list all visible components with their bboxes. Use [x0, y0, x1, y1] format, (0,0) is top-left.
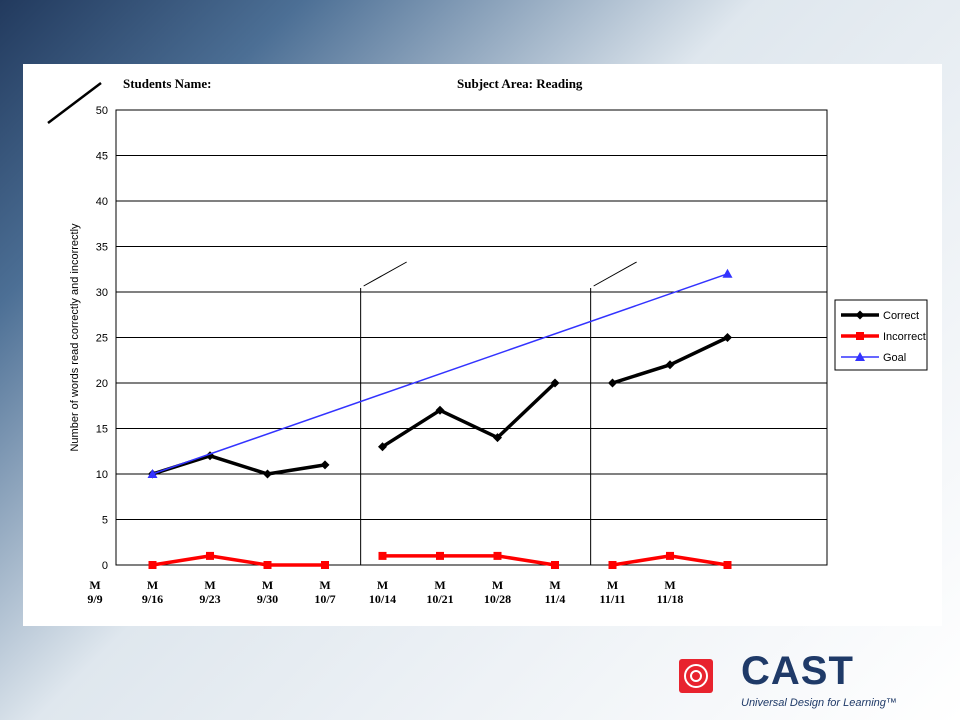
slide-panel: Students Name: Subject Area: Reading 0 5 1…	[23, 64, 942, 626]
x-cat-top-7: M	[434, 578, 445, 592]
incorrect-point-3-2	[666, 551, 674, 560]
correct-point-1-4	[320, 460, 330, 470]
correct-point-3-3	[723, 333, 732, 342]
incorrect-point-1-2	[206, 551, 214, 560]
incorrect-line-1	[152, 554, 325, 567]
x-cat-bottom-9: 11/4	[545, 592, 566, 606]
legend-label-goal: Goal	[883, 352, 906, 364]
y-tick-10: 10	[96, 469, 108, 481]
series-incorrect	[148, 551, 732, 569]
x-cat-top-10: M	[607, 578, 618, 592]
x-cat-top-8: M	[492, 578, 503, 592]
x-cat-bottom-3: 9/23	[199, 592, 220, 606]
y-tick-40: 40	[96, 196, 108, 208]
x-cat-bottom-5: 10/7	[314, 592, 335, 606]
incorrect-line-2	[382, 554, 556, 567]
correct-point-3-1	[608, 378, 617, 388]
reading-progress-chart: Students Name: Subject Area: Reading 0 5 1…	[47, 76, 928, 606]
correct-line-2	[381, 381, 557, 449]
goal-point-1-1	[147, 469, 158, 478]
y-tick-50: 50	[96, 105, 108, 117]
correct-point-2-3	[493, 433, 502, 443]
y-tick-45: 45	[96, 151, 108, 163]
correct-point-2-1	[378, 442, 387, 452]
y-tick-5: 5	[102, 515, 108, 527]
grid	[115, 109, 828, 566]
legend-marker-incorrect	[856, 332, 864, 340]
incorrect-point-2-1	[378, 551, 387, 560]
y-tick-35: 35	[96, 242, 108, 254]
x-cat-top-9: M	[549, 578, 560, 592]
x-cat-top-5: M	[319, 578, 330, 592]
phase-break-mark-2	[593, 261, 637, 287]
incorrect-point-3-3	[723, 561, 732, 569]
x-cat-bottom-7: 10/21	[426, 592, 453, 606]
incorrect-point-1-4	[321, 561, 329, 569]
correct-line-1	[151, 454, 326, 476]
phase-break-mark-1	[363, 261, 407, 287]
x-cat-top-11: M	[664, 578, 675, 592]
correct-line-3	[611, 335, 729, 385]
y-tick-25: 25	[96, 333, 108, 345]
incorrect-point-1-3	[263, 561, 272, 569]
incorrect-point-1-1	[148, 561, 157, 569]
x-cat-top-1: M	[89, 578, 100, 592]
legend-label-incorrect: Incorrect	[883, 331, 926, 343]
legend-marker-goal	[855, 352, 865, 361]
goal-line-1	[152, 273, 728, 475]
y-axis-label: Number of words read correctly and incor…	[69, 223, 81, 452]
x-cat-top-6: M	[377, 578, 388, 592]
subject-area-label: Subject Area: Reading	[457, 76, 583, 91]
y-tick-20: 20	[96, 378, 108, 390]
correct-point-2-2	[435, 405, 445, 415]
goal-point-1-2	[722, 268, 733, 278]
legend-label-correct: Correct	[883, 310, 919, 322]
x-category-labels: M9/9M9/16M9/23M9/30M10/7M10/14M10/21M10/…	[87, 578, 683, 606]
x-cat-top-4: M	[262, 578, 273, 592]
x-cat-bottom-11: 11/18	[657, 592, 684, 606]
y-tick-labels: 0 5 10 15 20 25 30 35 40 45 50	[96, 105, 108, 572]
incorrect-point-2-3	[493, 551, 502, 560]
x-cat-bottom-6: 10/14	[369, 592, 396, 606]
y-tick-15: 15	[96, 424, 108, 436]
cast-logo: CAST Universal Design for Learning™	[679, 649, 919, 715]
x-cat-bottom-10: 11/11	[599, 592, 625, 606]
legend-marker-correct	[855, 310, 865, 320]
legend: Correct Incorrect Goal	[834, 299, 928, 371]
x-cat-top-3: M	[204, 578, 215, 592]
y-tick-0: 0	[102, 560, 108, 572]
x-cat-bottom-8: 10/28	[484, 592, 511, 606]
logo-word: CAST	[741, 649, 854, 693]
y-tick-30: 30	[96, 287, 108, 299]
x-cat-bottom-2: 9/16	[142, 592, 163, 606]
phase-change-lines	[360, 261, 637, 565]
correct-point-3-2	[665, 360, 675, 370]
incorrect-point-3-1	[608, 561, 617, 569]
series-goal	[147, 268, 733, 478]
logo-tagline: Universal Design for Learning™	[741, 697, 897, 709]
incorrect-point-2-2	[436, 551, 444, 560]
x-cat-top-2: M	[147, 578, 158, 592]
incorrect-point-2-4	[551, 561, 559, 569]
x-cat-bottom-1: 9/9	[87, 592, 102, 606]
students-name-label: Students Name:	[123, 76, 211, 91]
series-correct	[148, 333, 732, 479]
axis-break-mark	[47, 82, 102, 124]
series	[147, 268, 733, 569]
correct-point-2-4	[550, 378, 560, 388]
cast-logo-mark-icon	[679, 659, 713, 693]
correct-point-1-3	[263, 469, 272, 479]
x-cat-bottom-4: 9/30	[257, 592, 278, 606]
